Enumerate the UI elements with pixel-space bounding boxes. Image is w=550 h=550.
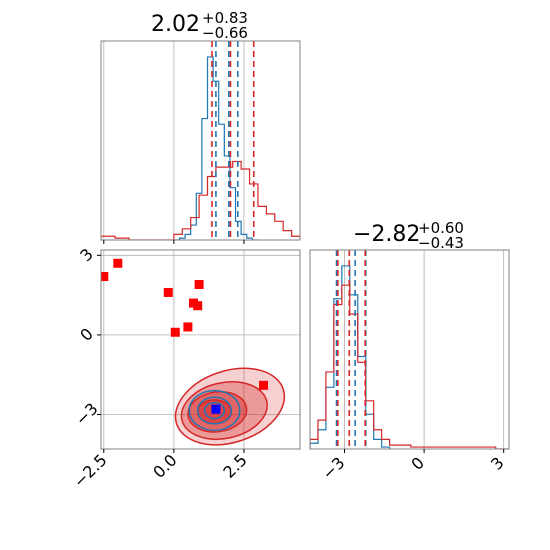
axes-frame xyxy=(100,249,301,450)
axes-frame xyxy=(100,40,301,241)
joint-scatter-panel: −2.5 0.0 2.5 3 0 −3 xyxy=(70,245,301,491)
y-tick-label: 0 xyxy=(76,324,97,345)
histogram-red xyxy=(101,160,300,240)
blue-contour xyxy=(196,396,233,425)
red-marker xyxy=(170,327,180,337)
x-tick-label: −3 xyxy=(318,453,348,483)
x-tick-label: 0 xyxy=(407,453,428,474)
red-marker xyxy=(163,287,173,297)
axes-frame xyxy=(309,249,510,450)
x-tick-label: −2.5 xyxy=(70,450,111,491)
title-param1-value: 2.02 xyxy=(151,12,200,37)
histogram-red xyxy=(310,284,509,449)
blue-contour xyxy=(203,401,226,420)
title-param1: 2.02 +0.83 −0.66 xyxy=(151,9,248,42)
red-marker xyxy=(194,279,204,289)
red-marker xyxy=(193,301,203,311)
red-marker xyxy=(183,322,193,332)
y-tick-label: 3 xyxy=(76,245,97,266)
red-marker xyxy=(259,380,269,390)
blue-marker xyxy=(211,404,221,414)
title-param1-plus: +0.83 xyxy=(202,9,248,27)
title-param2: −2.82 +0.60 −0.43 xyxy=(353,219,464,252)
red-marker xyxy=(101,272,109,282)
y-tick-label: −3 xyxy=(72,399,102,429)
x-tick-label: 3 xyxy=(487,453,508,474)
title-param1-minus: −0.66 xyxy=(202,24,248,42)
blue-contour xyxy=(188,389,241,432)
title-param2-plus: +0.60 xyxy=(418,219,464,237)
x-tick-label: 2.5 xyxy=(219,450,250,481)
marginal-histogram-param1 xyxy=(100,40,301,244)
title-param2-minus: −0.43 xyxy=(418,234,464,252)
red-marker xyxy=(113,258,123,268)
marginal-histogram-param2: −3 0 3 xyxy=(309,249,510,483)
title-param2-value: −2.82 xyxy=(353,222,420,247)
x-tick-label: 0.0 xyxy=(149,450,180,481)
